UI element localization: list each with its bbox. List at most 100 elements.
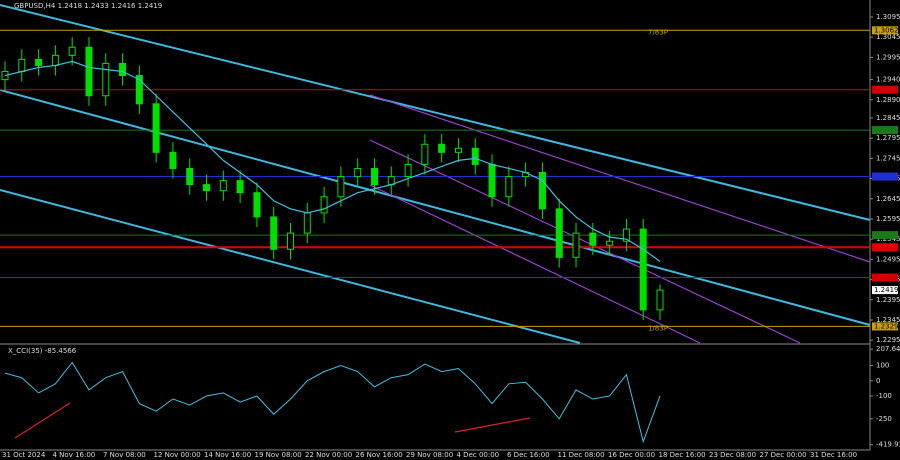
level-label: 1.2329 [874,322,899,330]
candle-body [606,240,614,246]
level-box [872,273,898,282]
y-tick-label: 1.2890 [876,96,900,104]
y-tick-label: 1.2645 [876,195,900,203]
x-tick-label: 11 Dec 08:00 [558,451,605,459]
y-tick-label: 1.2995 [876,53,900,61]
level-box [872,243,898,252]
candle-body [656,289,664,311]
y-tick-label: 1.2545 [876,235,900,243]
divergence-line [14,402,71,439]
x-tick-label: 7 Nov 08:00 [103,451,146,459]
candle-body [303,212,311,234]
channel-line [369,94,871,263]
x-tick-label: 31 Oct 2024 [2,451,46,459]
cci-tick-label: 207.6441 [876,345,900,353]
x-tick-label: 23 Dec 08:00 [709,451,756,459]
y-tick-label: 1.2395 [876,296,900,304]
level-text: 7/8ЗP [648,28,668,36]
y-tick-label: 1.3045 [876,33,900,41]
channel-line [0,189,581,344]
x-tick-label: 18 Dec 16:00 [659,451,706,459]
y-tick-label: 1.2595 [876,215,900,223]
candle-body [85,46,93,97]
candle-body [370,167,378,186]
candle-body [152,103,160,153]
x-tick-label: 22 Nov 00:00 [305,451,352,459]
level-box [872,85,898,94]
candle-body [639,228,647,311]
candle-body [169,151,177,169]
level-box [872,322,898,331]
x-tick-label: 6 Dec 16:00 [507,451,550,459]
candle-body [421,143,429,165]
candle-body [51,54,59,66]
moving-average [4,60,661,262]
x-tick-label: 31 Dec 16:00 [810,451,857,459]
candle-body [589,232,597,246]
channel-line [0,4,871,221]
candle-body [555,208,563,258]
candle-body [572,232,580,258]
candle-body [622,228,630,242]
candle-body [287,232,295,250]
candle-body [354,167,362,178]
candle-body [505,176,513,198]
x-tick-label: 19 Nov 08:00 [255,451,302,459]
y-tick-label: 1.2940 [876,76,900,84]
cci-tick-label: -250 [876,415,892,423]
cci-tick-label: 100 [876,362,889,370]
level-box [872,231,898,240]
divergence-line [454,417,531,433]
channel-line [369,139,801,344]
level-box [872,172,898,181]
x-tick-label: 12 Nov 00:00 [154,451,201,459]
y-tick-label: 1.2845 [876,114,900,122]
candle-body [18,58,26,73]
x-tick-label: 26 Nov 16:00 [356,451,403,459]
cci-line [4,361,661,444]
level-box [872,26,898,35]
price-label: 1.2419 [874,286,899,294]
candle-body [488,163,496,198]
candle-body [438,143,446,153]
x-tick-label: 16 Dec 00:00 [608,451,655,459]
x-tick-label: 27 Dec 00:00 [760,451,807,459]
candle-body [320,196,328,214]
y-tick-label: 1.2795 [876,134,900,142]
candle-body [253,192,261,218]
channel-line [369,184,701,344]
y-tick-label: 1.2295 [876,336,900,344]
y-tick-label: 1.3095 [876,13,900,21]
candle-body [68,46,76,56]
indicator-title: X_CCI(35) -85.4566 [8,347,77,355]
candle-body [186,167,194,186]
candle-body [219,180,227,192]
candle-body [203,184,211,192]
candle-body [404,163,412,178]
candle-body [35,58,43,66]
chart-title: GBPUSD,H4 1.2418 1.2433 1.2416 1.2419 [14,2,162,10]
candle-body [119,62,127,77]
level-text: 1/8ЗP [648,324,668,332]
candle-body [135,75,143,105]
candle-body [236,180,244,194]
cci-tick-label: -100 [876,392,892,400]
channel-line [0,89,871,326]
y-tick-label: 1.2495 [876,255,900,263]
candle-body [454,147,462,153]
cci-tick-label: 0 [876,377,880,385]
cci-tick-label: -419.934 [876,441,900,449]
channels [0,4,871,439]
candle-body [538,172,546,210]
x-tick-label: 4 Dec 00:00 [457,451,500,459]
x-tick-label: 29 Nov 08:00 [406,451,453,459]
y-tick-label: 1.2745 [876,154,900,162]
candle-body [471,147,479,165]
candle-body [102,62,110,97]
level-box [872,126,898,135]
price-box [872,286,898,295]
x-tick-label: 14 Nov 16:00 [204,451,251,459]
x-tick-label: 4 Nov 16:00 [53,451,96,459]
